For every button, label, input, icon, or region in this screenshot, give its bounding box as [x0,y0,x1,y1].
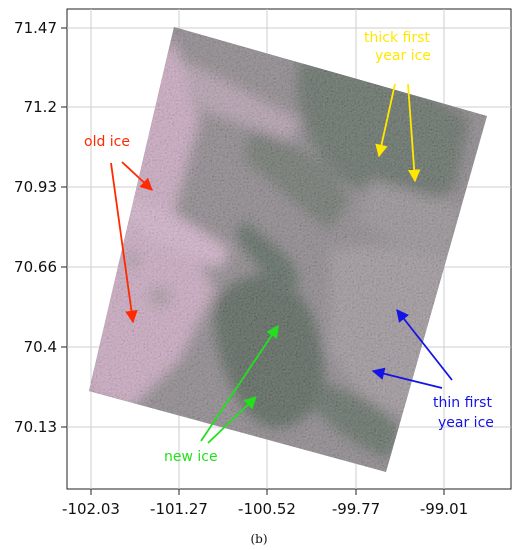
thin-ice-arrow-2 [371,367,443,389]
y-tick-label: 70.66 [14,258,57,276]
x-axis: -102.03 -101.27 -100.52 -99.77 -99.01 [62,489,468,518]
y-tick-label: 70.13 [14,418,57,436]
thin-ice-label-line-1: thin first [433,395,492,411]
new-ice-arrow-2 [207,396,257,444]
figure-caption: (b) [250,532,267,546]
thick-ice-label-line-2: year ice [375,48,431,64]
y-tick-label: 71.47 [14,19,57,37]
x-tick-label: -102.03 [62,500,120,518]
x-tick-label: -100.52 [238,500,296,518]
annotation-arrows [110,83,453,444]
thick-ice-arrow-1 [375,83,396,158]
thin-ice-arrow-1 [396,309,453,381]
y-tick-label: 70.4 [24,338,57,356]
old-ice-label: old ice [84,134,130,150]
thick-ice-arrow-2 [407,83,421,183]
old-ice-arrow-2 [110,162,138,324]
y-tick-label: 70.93 [14,178,57,196]
thick-ice-label-line-1: thick first [364,30,430,46]
new-ice-label: new ice [164,449,218,465]
annotation-labels: old ice thick first year ice thin first … [84,30,494,465]
x-tick-label: -99.77 [332,500,380,518]
y-tick-label: 71.2 [24,98,57,116]
x-tick-label: -99.01 [420,500,468,518]
x-tick-label: -101.27 [150,500,208,518]
y-axis: 71.47 71.2 70.93 70.66 70.4 70.13 [14,19,67,436]
new-ice-arrow-1 [200,324,279,442]
old-ice-arrow-1 [121,161,153,191]
thin-ice-label-line-2: year ice [438,415,494,431]
